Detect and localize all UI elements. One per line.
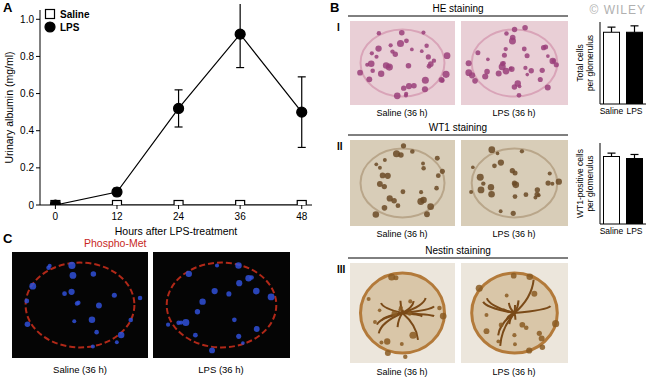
y-tick-label: 0 bbox=[28, 200, 34, 211]
image-caption: Saline (36 h) bbox=[376, 229, 427, 239]
row-numeral: II bbox=[337, 141, 343, 152]
error-bar bbox=[608, 153, 616, 156]
data-point bbox=[235, 29, 245, 39]
plot-area bbox=[604, 26, 643, 104]
y-tick bbox=[36, 130, 40, 131]
y-axis bbox=[40, 10, 41, 205]
data-point bbox=[174, 103, 184, 113]
image-caption: Saline (36 h) bbox=[53, 364, 107, 375]
micrograph bbox=[461, 263, 568, 363]
data-point bbox=[112, 201, 121, 206]
micrograph bbox=[153, 252, 290, 358]
x-tick bbox=[55, 205, 56, 209]
error-bar bbox=[631, 154, 639, 158]
title-rule bbox=[348, 258, 568, 259]
bar bbox=[604, 157, 620, 225]
error-bar bbox=[175, 90, 183, 127]
y-tick-label: 1.0 bbox=[20, 14, 34, 25]
title-rule bbox=[348, 135, 568, 136]
data-point bbox=[50, 200, 60, 205]
image-caption: LPS (36 h) bbox=[492, 229, 535, 239]
y-tick-label: 0.4 bbox=[20, 125, 34, 136]
y-tick-label: 0.2 bbox=[20, 162, 34, 173]
row-numeral: I bbox=[337, 22, 340, 33]
micrograph bbox=[461, 21, 568, 105]
micrograph bbox=[350, 21, 455, 105]
y-tick bbox=[36, 93, 40, 94]
image-caption: Saline (36 h) bbox=[376, 108, 427, 118]
y-axis bbox=[600, 22, 601, 104]
x-tick bbox=[240, 205, 241, 209]
y-tick-label: 0.6 bbox=[20, 88, 34, 99]
x-tick bbox=[116, 205, 117, 209]
micrograph bbox=[350, 140, 455, 226]
y-axis bbox=[600, 143, 601, 224]
x-tick-label: 0 bbox=[53, 211, 59, 222]
row-numeral: III bbox=[337, 264, 346, 275]
x-tick bbox=[178, 205, 179, 209]
bar bbox=[627, 159, 643, 224]
x-tick-label: LPS bbox=[626, 226, 642, 236]
plot-area bbox=[50, 4, 306, 205]
legend-marker bbox=[45, 22, 55, 32]
micrograph bbox=[461, 140, 568, 226]
y-tick bbox=[36, 167, 40, 168]
data-point bbox=[112, 187, 122, 197]
panel-label: B bbox=[330, 0, 339, 15]
error-bar bbox=[236, 4, 244, 68]
x-tick-label: 24 bbox=[173, 211, 185, 222]
image-caption: LPS (36 h) bbox=[492, 108, 535, 118]
panel-label: A bbox=[3, 0, 13, 15]
data-point bbox=[236, 201, 245, 206]
bar bbox=[627, 32, 643, 104]
plot-area bbox=[604, 153, 643, 224]
x-tick-label: 12 bbox=[111, 211, 123, 222]
error-bar bbox=[631, 26, 639, 32]
image-caption: Saline (36 h) bbox=[376, 367, 427, 377]
legend-label: Saline bbox=[60, 9, 90, 20]
data-point bbox=[51, 201, 60, 206]
stain-title: WT1 staining bbox=[429, 122, 487, 133]
image-caption: LPS (36 h) bbox=[492, 367, 535, 377]
y-axis-label: Total cellsper glomerulus bbox=[575, 35, 595, 91]
y-tick bbox=[36, 56, 40, 57]
y-axis-label: WT1-positive cellsper glomerulus bbox=[575, 149, 595, 218]
stain-title: HE staining bbox=[432, 3, 483, 14]
x-tick-label: Saline bbox=[600, 106, 624, 116]
y-tick bbox=[36, 19, 40, 20]
x-axis-label: Hours after LPS-treatment bbox=[115, 225, 238, 237]
image-caption: LPS (36 h) bbox=[198, 364, 243, 375]
legend-label: LPS bbox=[60, 22, 80, 33]
figure: A 0 0.2 0.4 0.6 0.8 1.0 0 12 24 36 48 Hours after LP… bbox=[0, 0, 650, 391]
error-bar bbox=[608, 27, 616, 32]
x-tick-label: 36 bbox=[235, 211, 247, 222]
error-bar bbox=[298, 77, 306, 148]
x-tick-label: LPS bbox=[626, 106, 642, 116]
y-tick bbox=[36, 205, 40, 206]
y-axis-label: Urinary albumin (mg/ml) bbox=[3, 51, 15, 163]
micrograph bbox=[12, 252, 148, 358]
bar bbox=[604, 32, 620, 104]
panel-label: C bbox=[3, 231, 13, 246]
x-tick-label: 48 bbox=[296, 211, 308, 222]
micrograph bbox=[350, 263, 455, 363]
title-rule bbox=[348, 16, 568, 17]
data-point bbox=[297, 107, 307, 117]
data-point bbox=[174, 201, 183, 206]
legend-marker bbox=[46, 10, 55, 19]
data-point bbox=[297, 201, 306, 206]
x-tick-label: Saline bbox=[600, 226, 624, 236]
watermark: © WILEY bbox=[589, 3, 646, 17]
y-tick-label: 0.8 bbox=[20, 51, 34, 62]
x-tick bbox=[301, 205, 302, 209]
stain-title: Nestin staining bbox=[425, 245, 491, 256]
series-line bbox=[55, 34, 301, 205]
stain-title: Phospho-Met bbox=[84, 237, 147, 249]
